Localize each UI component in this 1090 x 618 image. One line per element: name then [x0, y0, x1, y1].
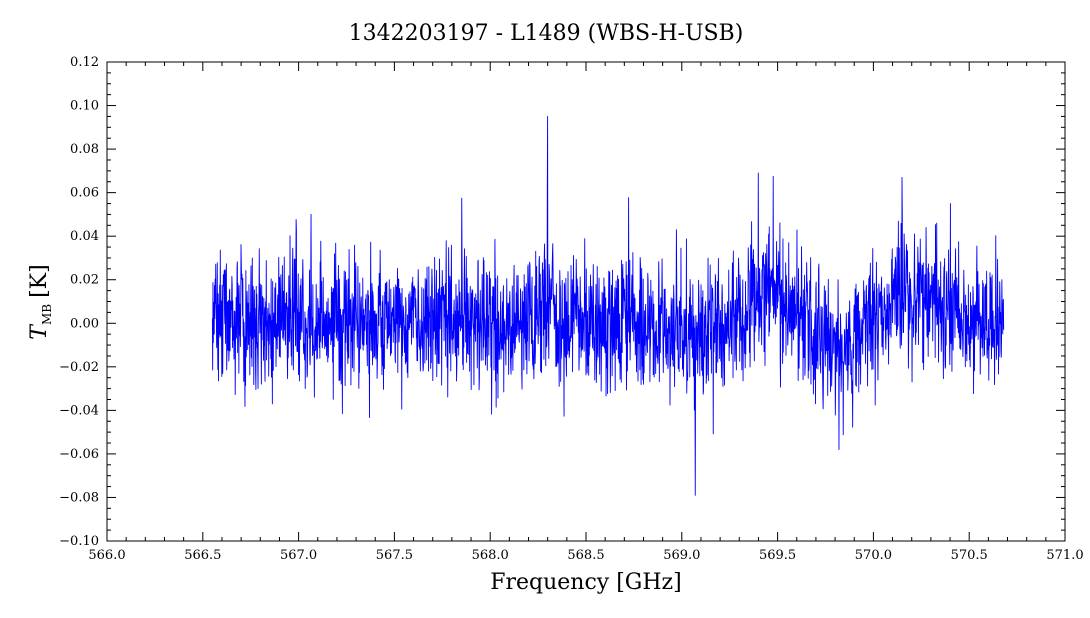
- y-tick-label: 0.02: [70, 273, 99, 288]
- y-tick-label: 0.12: [70, 55, 99, 70]
- y-axis-label-subscript: MB: [40, 304, 54, 325]
- y-tick-label: 0.06: [70, 186, 99, 201]
- x-tick-label: 569.5: [759, 548, 796, 563]
- y-axis-label: TMB [K]: [27, 264, 54, 339]
- x-tick-label: 566.5: [184, 548, 221, 563]
- x-tick-label: 567.5: [376, 548, 413, 563]
- y-tick-label: −0.02: [59, 360, 99, 375]
- x-tick-label: 569.0: [663, 548, 700, 563]
- y-tick-label: −0.10: [59, 534, 99, 549]
- x-tick-label: 568.5: [567, 548, 604, 563]
- y-tick-label: 0.08: [70, 142, 99, 157]
- y-axis-label-symbol: T: [27, 323, 52, 340]
- y-tick-label: −0.08: [59, 490, 99, 505]
- x-tick-label: 567.0: [280, 548, 317, 563]
- y-tick-label: 0.04: [70, 229, 99, 244]
- y-tick-label: −0.04: [59, 403, 99, 418]
- x-tick-label: 568.0: [472, 548, 509, 563]
- axis-ticks: [106, 61, 1066, 542]
- chart-title: 1342203197 - L1489 (WBS-H-USB): [349, 21, 744, 46]
- x-tick-label: 570.0: [855, 548, 892, 563]
- y-tick-label: 0.10: [70, 99, 99, 114]
- y-tick-label: −0.06: [59, 447, 99, 462]
- x-tick-label: 570.5: [951, 548, 988, 563]
- y-axis-label-unit: [K]: [27, 264, 52, 298]
- y-tick-label: 0.00: [70, 316, 99, 331]
- y-tick-labels: −0.10 −0.08 −0.06 −0.04 −0.02 0.00 0.02 0.04 0.0…: [59, 55, 99, 549]
- x-tick-label: 566.0: [88, 548, 125, 563]
- x-tick-labels: 566.0 566.5 567.0 567.5 568.0 568.5 569.0 569.5…: [88, 548, 1083, 563]
- spectrum-series-line: [211, 115, 1005, 496]
- x-tick-label: 571.0: [1046, 548, 1083, 563]
- x-axis-label: Frequency [GHz]: [490, 570, 682, 595]
